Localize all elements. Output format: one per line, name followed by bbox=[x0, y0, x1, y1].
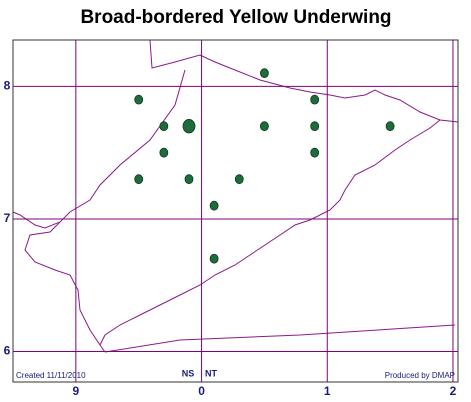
map-title: Broad-bordered Yellow Underwing bbox=[80, 7, 391, 28]
grid bbox=[13, 40, 458, 382]
record-dot bbox=[159, 121, 169, 132]
x-tick-label: 0 bbox=[198, 384, 205, 398]
west-coast bbox=[12, 69, 186, 229]
records bbox=[134, 68, 395, 264]
record-dot bbox=[184, 174, 194, 185]
record-dot bbox=[134, 94, 144, 105]
x-tick-label: 1 bbox=[324, 384, 331, 398]
record-dot bbox=[385, 121, 395, 132]
record-dot bbox=[310, 94, 320, 105]
x-tick-label: 2 bbox=[450, 384, 457, 398]
record-dot bbox=[260, 68, 269, 79]
annotation: NS bbox=[182, 368, 195, 378]
record-dot bbox=[209, 200, 219, 211]
annotation: NT bbox=[205, 368, 217, 378]
record-dot bbox=[310, 147, 320, 158]
record-dot bbox=[209, 253, 219, 264]
coastline bbox=[12, 39, 459, 353]
y-tick-label: 6 bbox=[4, 344, 11, 358]
annotation: Produced by DMAP bbox=[385, 371, 455, 380]
record-dot bbox=[310, 121, 320, 132]
annotation: Created 11/11/2010 bbox=[16, 371, 86, 380]
west-coast-south bbox=[24, 221, 101, 346]
south-border bbox=[104, 324, 456, 353]
east-coast bbox=[99, 119, 441, 353]
record-dot bbox=[234, 174, 244, 185]
y-tick-label: 8 bbox=[4, 79, 11, 93]
y-tick-label: 7 bbox=[4, 211, 11, 225]
record-dot bbox=[182, 119, 196, 134]
record-dot bbox=[134, 174, 144, 185]
record-dot bbox=[159, 147, 169, 158]
x-tick-label: 9 bbox=[73, 384, 80, 398]
map-frame bbox=[12, 39, 459, 383]
north-coast bbox=[149, 39, 459, 123]
record-dot bbox=[260, 121, 269, 132]
